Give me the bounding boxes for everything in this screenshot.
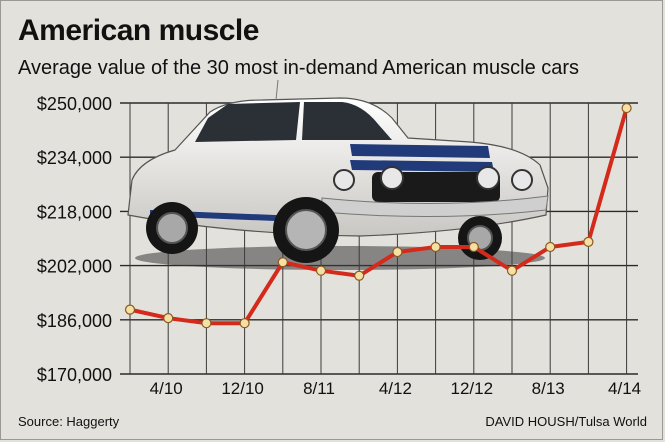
chart-subtitle: Average value of the 30 most in-demand A… [18,57,580,79]
data-point [545,241,556,253]
source-note: Source: Haggerty [18,414,120,429]
y-tick-label: $234,000 [37,148,112,168]
data-point [277,257,288,268]
series-line-path [128,106,629,326]
data-point [354,270,365,281]
data-point [315,265,327,276]
x-tick-label: 4/12 [379,379,412,398]
y-tick-label: $202,000 [37,257,112,277]
data-point [621,102,632,114]
muscle-car-illustration [127,79,549,270]
series-line [124,102,632,329]
chart-title: American muscle [18,14,259,47]
data-point [201,318,212,329]
x-tick-label: 8/13 [532,379,565,398]
x-tick-label: 12/10 [221,379,264,398]
axes: $250,000 $234,000 $218,000 $202,000 $186,000… [37,94,641,398]
data-point [468,241,479,253]
data-point [124,304,136,315]
x-tick-label: 4/14 [608,379,641,398]
data-point [430,241,441,253]
y-tick-label: $250,000 [37,94,112,114]
x-tick-label: 8/11 [303,379,335,398]
y-tick-label: $170,000 [37,365,112,385]
x-tick-label: 4/10 [150,379,183,398]
data-point [163,313,174,324]
data-point [392,246,403,258]
data-point [583,236,594,247]
data-point [239,318,250,329]
data-point [506,265,518,276]
y-tick-label: $218,000 [37,202,112,222]
y-tick-label: $186,000 [37,311,112,331]
x-tick-label: 12/12 [451,379,494,398]
credit-note: DAVID HOUSH/Tulsa World [485,414,647,429]
